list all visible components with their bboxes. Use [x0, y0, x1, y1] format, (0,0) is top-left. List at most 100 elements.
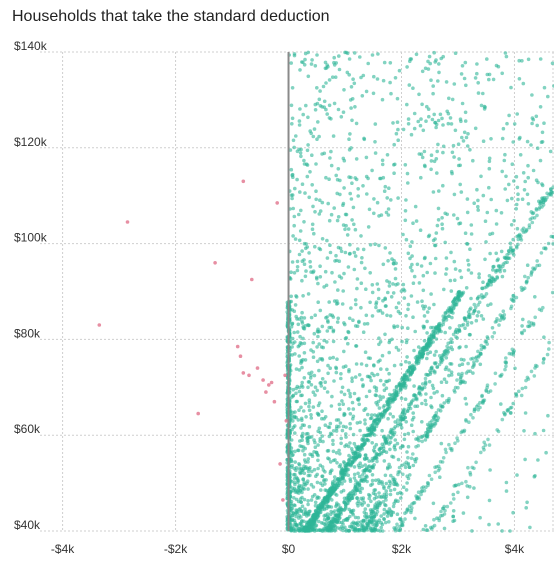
gain-point	[311, 340, 316, 345]
gain-point	[370, 459, 374, 463]
gain-point	[387, 371, 391, 376]
gain-point	[436, 416, 441, 420]
gain-point	[526, 163, 530, 168]
gain-point	[462, 130, 467, 135]
gain-point	[398, 311, 403, 316]
gain-point	[459, 275, 464, 280]
gain-point	[493, 382, 497, 386]
gain-point	[361, 518, 365, 523]
gain-point	[312, 493, 317, 497]
gain-point	[359, 501, 363, 506]
gain-point	[352, 391, 357, 396]
gain-point	[341, 201, 346, 206]
gain-point	[543, 246, 548, 250]
gain-point	[417, 152, 422, 156]
gain-point	[384, 498, 388, 502]
gain-point	[457, 324, 462, 328]
gain-point	[447, 96, 451, 101]
gain-point	[321, 345, 326, 350]
gain-point	[330, 394, 334, 399]
gain-point	[341, 528, 345, 533]
gain-point	[314, 162, 318, 166]
gain-point	[432, 391, 437, 395]
gain-point	[303, 274, 308, 279]
gain-point	[477, 300, 482, 305]
gain-point	[485, 282, 490, 287]
gain-point	[502, 313, 507, 317]
gain-point	[297, 529, 302, 533]
gain-point	[372, 413, 377, 417]
gain-point	[362, 433, 366, 438]
gain-point	[348, 132, 352, 136]
gain-point	[368, 416, 373, 421]
gain-point	[452, 155, 456, 159]
gain-point	[382, 434, 386, 439]
gain-point	[430, 405, 434, 410]
gain-point	[406, 476, 411, 481]
gain-point	[479, 174, 483, 179]
gain-point	[381, 446, 386, 451]
gain-point	[403, 386, 408, 390]
gain-point	[323, 60, 328, 65]
gain-point	[421, 351, 426, 356]
gain-point	[406, 455, 410, 460]
gain-point	[416, 490, 421, 495]
gain-point	[327, 325, 332, 330]
gain-point	[469, 321, 474, 325]
gain-point	[307, 251, 311, 255]
gain-point	[459, 293, 464, 298]
gain-point	[290, 116, 295, 121]
gain-point	[443, 447, 448, 452]
gain-point	[396, 127, 400, 132]
gain-point	[479, 347, 484, 352]
gain-point	[362, 136, 366, 141]
gain-point	[416, 387, 421, 391]
gain-point	[298, 68, 302, 72]
gain-point	[363, 468, 368, 472]
gain-point	[329, 524, 334, 529]
gain-point	[308, 259, 312, 264]
gain-point	[377, 494, 382, 499]
gain-point	[335, 357, 339, 362]
gain-point	[334, 173, 339, 178]
gain-point	[535, 259, 539, 263]
gain-point	[292, 223, 297, 228]
gain-point	[301, 431, 305, 436]
gain-point	[397, 465, 402, 470]
gain-point	[434, 125, 438, 130]
gain-point	[340, 428, 345, 433]
gain-point	[436, 118, 441, 123]
gain-point	[302, 327, 307, 331]
gain-point	[290, 427, 294, 432]
gain-point	[349, 146, 353, 150]
gain-point	[331, 480, 335, 484]
gain-point	[299, 361, 303, 365]
gain-point	[416, 361, 421, 365]
gain-point	[452, 192, 457, 197]
gain-point	[443, 240, 448, 245]
gain-point	[424, 402, 428, 407]
gain-point	[332, 101, 337, 106]
gain-point	[332, 489, 336, 493]
gain-point	[309, 370, 314, 375]
gain-point	[469, 223, 474, 227]
gain-point	[348, 242, 352, 247]
gain-point	[300, 60, 304, 64]
gain-point	[441, 144, 446, 149]
gain-point	[395, 512, 400, 516]
gain-point	[410, 240, 414, 244]
gain-point	[515, 473, 519, 477]
gain-point	[460, 371, 464, 376]
gain-point	[333, 75, 338, 79]
gain-point	[437, 189, 441, 193]
gain-point	[421, 288, 426, 293]
gain-point	[356, 445, 361, 449]
gain-point	[316, 403, 321, 408]
gain-point	[357, 402, 362, 407]
gain-point	[364, 287, 368, 292]
gain-point	[351, 432, 356, 437]
gain-point	[386, 213, 391, 217]
gain-point	[455, 292, 460, 297]
gain-point	[290, 322, 295, 326]
gain-point	[333, 528, 338, 532]
